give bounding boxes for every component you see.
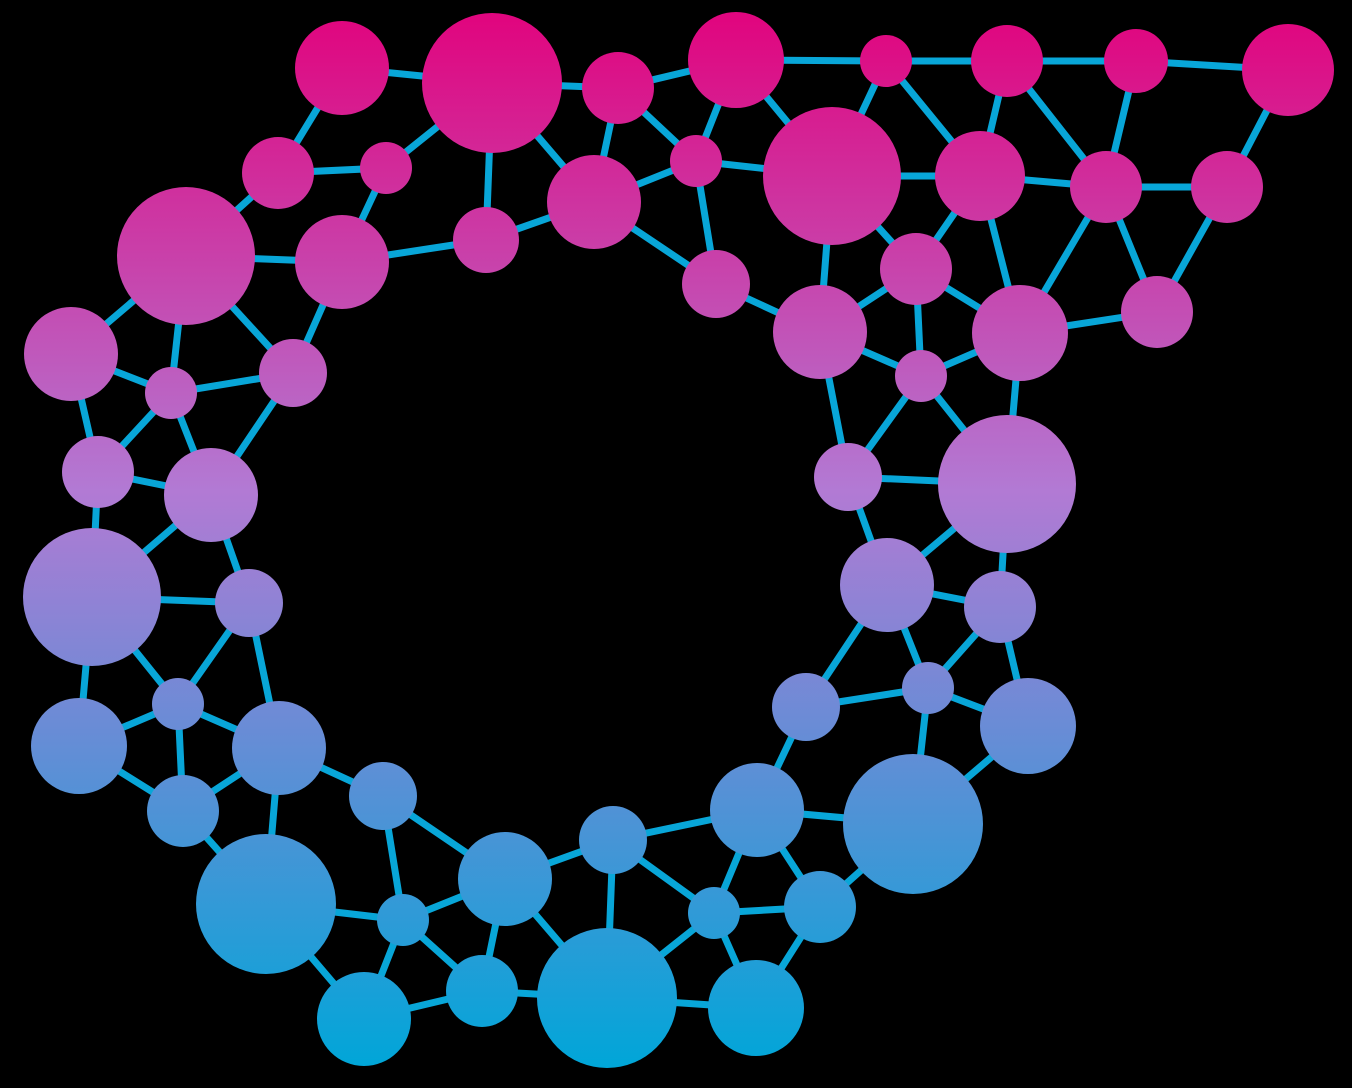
network-node — [935, 131, 1025, 221]
network-node — [682, 250, 750, 318]
network-node — [360, 142, 412, 194]
network-node — [895, 350, 947, 402]
network-node — [971, 25, 1043, 97]
network-node — [24, 307, 118, 401]
network-node — [242, 137, 314, 209]
network-node — [1104, 29, 1168, 93]
network-node — [972, 285, 1068, 381]
network-node — [784, 871, 856, 943]
network-node — [710, 763, 804, 857]
network-node — [1070, 151, 1142, 223]
network-node — [860, 35, 912, 87]
network-node — [196, 834, 336, 974]
network-node — [843, 754, 983, 894]
network-node — [453, 207, 519, 273]
network-node — [164, 448, 258, 542]
network-node — [938, 415, 1076, 553]
network-node — [688, 12, 784, 108]
network-node — [579, 806, 647, 874]
network-node — [259, 339, 327, 407]
network-node — [31, 698, 127, 794]
network-node — [422, 13, 562, 153]
network-node — [446, 955, 518, 1027]
network-node — [62, 436, 134, 508]
network-node — [1191, 151, 1263, 223]
network-node — [582, 52, 654, 124]
network-node — [295, 21, 389, 115]
network-node — [147, 775, 219, 847]
network-node — [688, 887, 740, 939]
network-node — [814, 443, 882, 511]
network-node — [349, 762, 417, 830]
network-node — [232, 701, 326, 795]
network-node — [840, 538, 934, 632]
network-node — [670, 135, 722, 187]
network-node — [458, 832, 552, 926]
network-node — [377, 894, 429, 946]
network-node — [773, 285, 867, 379]
network-node — [117, 187, 255, 325]
network-node — [23, 528, 161, 666]
network-node — [964, 571, 1036, 643]
network-node — [880, 233, 952, 305]
network-node — [215, 569, 283, 637]
network-node — [317, 972, 411, 1066]
network-node — [763, 107, 901, 245]
network-node — [295, 215, 389, 309]
network-node — [708, 960, 804, 1056]
network-node — [145, 367, 197, 419]
network-node — [152, 678, 204, 730]
network-node — [772, 673, 840, 741]
network-node — [902, 662, 954, 714]
network-node — [1121, 276, 1193, 348]
network-node — [547, 155, 641, 249]
network-node — [980, 678, 1076, 774]
network-node — [537, 928, 677, 1068]
network-nodes — [23, 12, 1334, 1068]
network-node — [1242, 24, 1334, 116]
